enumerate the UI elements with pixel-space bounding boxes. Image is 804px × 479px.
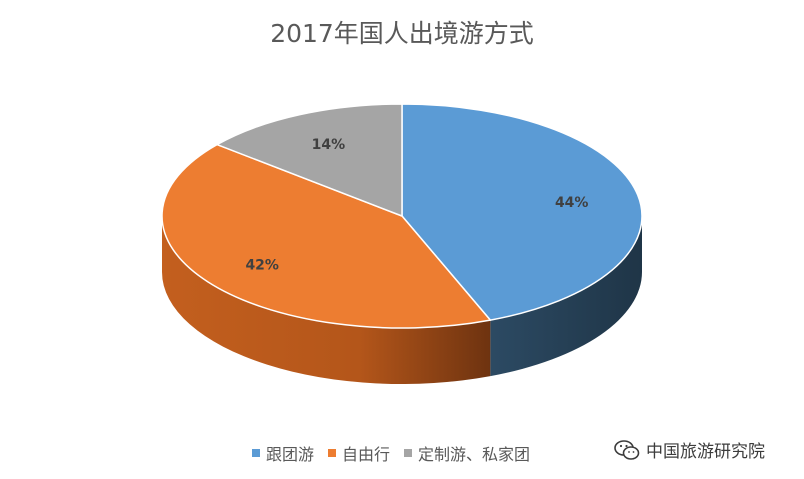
watermark-text: 中国旅游研究院 [646, 442, 765, 462]
pie-side-independent [162, 216, 491, 384]
pie-slice-group-tour [401, 103, 643, 321]
chart-title: 2017年国人出境游方式 [270, 19, 534, 48]
legend-label-group-tour: 跟团游 [266, 445, 315, 464]
legend-item-group-tour: 跟团游 [252, 441, 314, 465]
pie-slice-custom [216, 103, 403, 217]
legend-swatch-independent [328, 449, 337, 457]
data-label-custom: 14% [312, 137, 346, 153]
pie-sides [162, 216, 642, 384]
pie-labels: 44% 42% 14% [245, 137, 588, 273]
legend-item-independent: 自由行 [328, 441, 390, 465]
legend-label-independent: 自由行 [342, 445, 391, 464]
pie-slice-independent [161, 143, 492, 329]
data-label-group-tour: 44% [555, 195, 589, 211]
data-label-independent: 42% [245, 257, 279, 273]
legend-swatch-group-tour [252, 449, 260, 457]
legend-swatch-custom [404, 449, 413, 457]
legend: 跟团游 自由行 定制游、私家团 [252, 441, 544, 465]
legend-item-custom: 定制游、私家团 [404, 441, 530, 465]
watermark: 中国旅游研究院 [614, 437, 765, 462]
pie-side-group-tour [490, 216, 642, 377]
wechat-icon [614, 439, 640, 460]
legend-label-custom: 定制游、私家团 [418, 445, 531, 464]
pie-tops [161, 103, 643, 329]
